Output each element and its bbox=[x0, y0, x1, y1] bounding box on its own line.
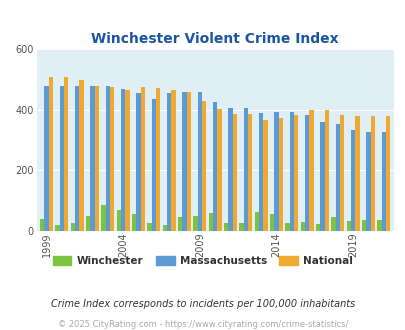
Bar bbox=[202, 101, 206, 231]
Bar bbox=[117, 210, 121, 231]
Bar bbox=[90, 86, 94, 231]
Bar bbox=[162, 225, 166, 231]
Bar bbox=[346, 221, 350, 231]
Bar bbox=[377, 220, 381, 231]
Legend: Winchester, Massachusetts, National: Winchester, Massachusetts, National bbox=[49, 252, 356, 270]
Bar bbox=[269, 214, 274, 231]
Bar bbox=[381, 132, 385, 231]
Text: © 2025 CityRating.com - https://www.cityrating.com/crime-statistics/: © 2025 CityRating.com - https://www.city… bbox=[58, 320, 347, 329]
Bar bbox=[193, 216, 197, 231]
Bar bbox=[330, 217, 335, 231]
Bar bbox=[186, 92, 190, 231]
Bar bbox=[125, 90, 129, 231]
Bar bbox=[166, 93, 171, 231]
Bar bbox=[55, 225, 60, 231]
Bar bbox=[228, 109, 232, 231]
Bar bbox=[324, 110, 328, 231]
Title: Winchester Violent Crime Index: Winchester Violent Crime Index bbox=[91, 32, 338, 46]
Bar bbox=[254, 212, 258, 231]
Bar bbox=[309, 110, 313, 231]
Bar bbox=[239, 223, 243, 231]
Bar bbox=[213, 102, 217, 231]
Bar bbox=[263, 120, 267, 231]
Bar bbox=[132, 214, 136, 231]
Bar bbox=[285, 222, 289, 231]
Bar bbox=[110, 87, 114, 231]
Bar bbox=[339, 115, 343, 231]
Bar bbox=[79, 80, 83, 231]
Bar bbox=[60, 86, 64, 231]
Bar bbox=[217, 109, 221, 231]
Bar bbox=[304, 115, 309, 231]
Bar bbox=[361, 220, 365, 231]
Bar bbox=[94, 86, 99, 231]
Bar bbox=[75, 86, 79, 231]
Bar bbox=[44, 86, 49, 231]
Bar bbox=[278, 118, 282, 231]
Bar bbox=[365, 132, 370, 231]
Bar bbox=[182, 92, 186, 231]
Bar bbox=[197, 92, 202, 231]
Bar bbox=[208, 214, 213, 231]
Bar bbox=[147, 222, 151, 231]
Text: Crime Index corresponds to incidents per 100,000 inhabitants: Crime Index corresponds to incidents per… bbox=[51, 299, 354, 309]
Bar bbox=[86, 216, 90, 231]
Bar bbox=[274, 112, 278, 231]
Bar bbox=[151, 99, 156, 231]
Bar bbox=[178, 217, 182, 231]
Bar bbox=[335, 124, 339, 231]
Bar bbox=[156, 88, 160, 231]
Bar bbox=[171, 90, 175, 231]
Bar bbox=[224, 223, 228, 231]
Bar bbox=[315, 224, 320, 231]
Bar bbox=[40, 219, 44, 231]
Bar bbox=[247, 114, 252, 231]
Bar bbox=[289, 112, 293, 231]
Bar bbox=[232, 114, 237, 231]
Bar bbox=[121, 89, 125, 231]
Bar bbox=[320, 122, 324, 231]
Bar bbox=[49, 77, 53, 231]
Bar bbox=[350, 130, 354, 231]
Bar bbox=[136, 93, 140, 231]
Bar bbox=[105, 86, 110, 231]
Bar bbox=[370, 116, 374, 231]
Bar bbox=[293, 115, 298, 231]
Bar bbox=[140, 87, 145, 231]
Bar bbox=[64, 77, 68, 231]
Bar bbox=[101, 205, 105, 231]
Bar bbox=[385, 116, 389, 231]
Bar bbox=[70, 222, 75, 231]
Bar bbox=[258, 113, 263, 231]
Bar bbox=[300, 222, 304, 231]
Bar bbox=[243, 109, 247, 231]
Bar bbox=[354, 116, 359, 231]
